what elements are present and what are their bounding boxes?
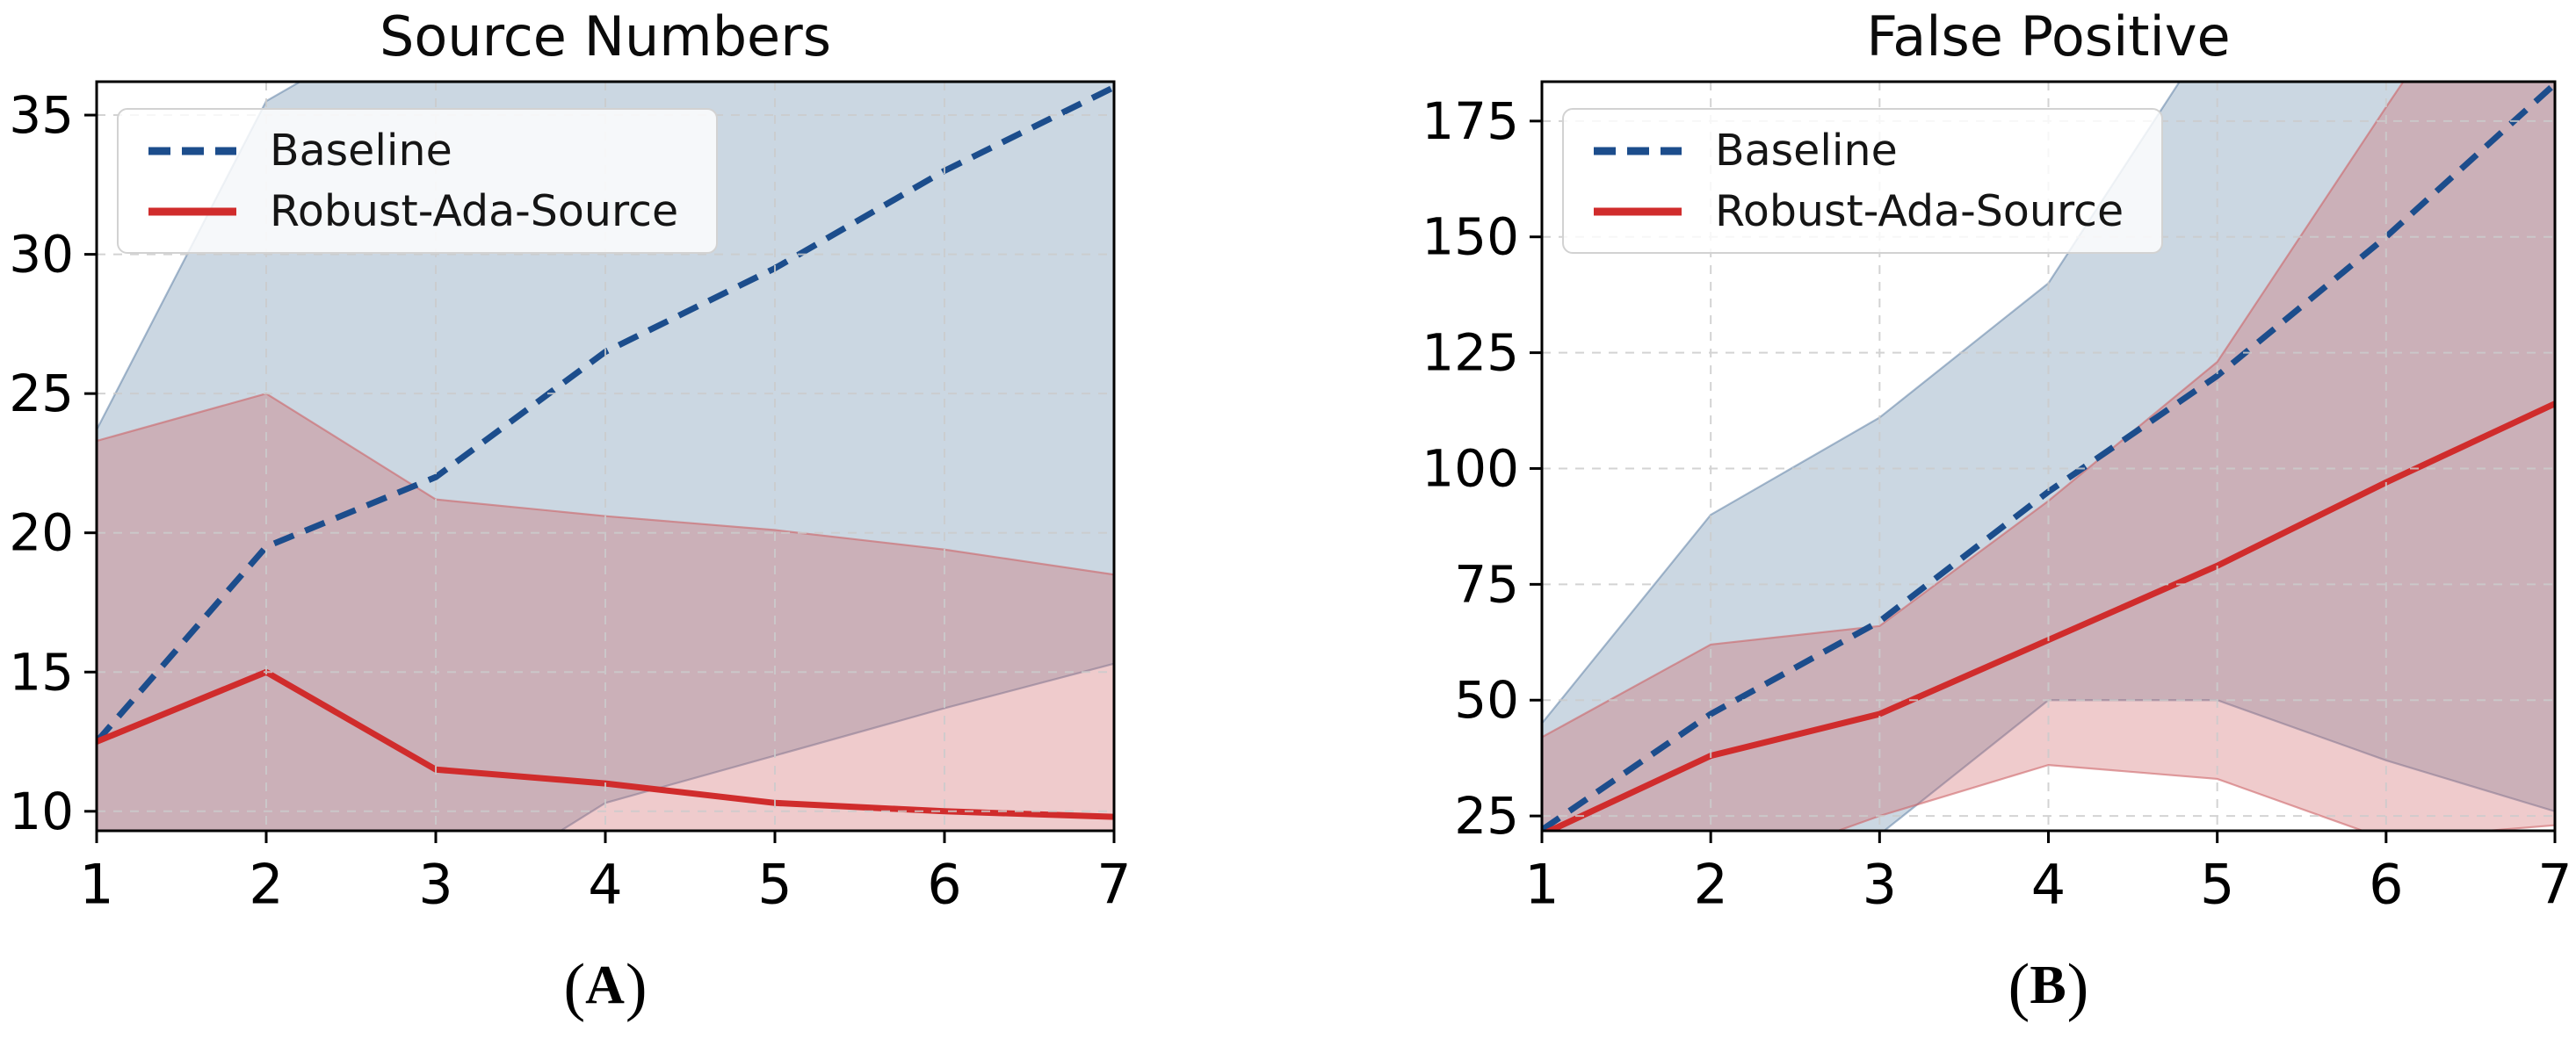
y-tick-label: 20	[9, 503, 74, 563]
caption-b: (B)	[1542, 950, 2555, 1047]
chart-a-title: Source Numbers	[379, 4, 831, 69]
baseline-dashed-line-swatch	[148, 147, 236, 155]
x-tick-label: 6	[927, 852, 961, 916]
plot-area-a: 10 15 20 25 30 35 1 2 3 4 5 6 7	[9, 80, 1132, 916]
robust-solid-line-swatch	[148, 207, 236, 215]
y-tick-label: 100	[1422, 438, 1519, 498]
y-tick-label: 50	[1454, 670, 1519, 730]
y-tick-label: 75	[1454, 554, 1519, 614]
plot-area-b: 25 50 75 100 125 150 175 1 2 3 4 5 6 7	[1422, 80, 2572, 917]
chart-b-title: False Positive	[1866, 4, 2231, 69]
x-tick-label: 1	[79, 852, 113, 916]
caption-b-paren-open: (	[2008, 951, 2030, 1023]
x-tick-label: 7	[1096, 852, 1131, 916]
x-tick-label: 2	[249, 852, 283, 916]
y-tick-label: 25	[9, 364, 74, 423]
y-tick-label: 150	[1422, 207, 1519, 267]
robust-ada-source-band-lower-edge	[1834, 763, 2555, 831]
x-tick-label: 1	[1524, 852, 1559, 916]
legend-a-item-robust: Robust-Ada-Source	[148, 188, 686, 234]
y-tick-label: 15	[9, 642, 74, 702]
x-tick-label: 4	[588, 852, 622, 916]
x-tick-label: 4	[2031, 852, 2066, 916]
y-tick-label: 30	[9, 225, 74, 285]
x-tick-label: 5	[2200, 852, 2234, 916]
caption-b-letter: B	[2030, 955, 2067, 1015]
legend-b: Baseline Robust-Ada-Source	[1562, 108, 2163, 254]
y-tick-label: 25	[1454, 786, 1519, 846]
baseline-line	[1542, 82, 2555, 831]
caption-a-paren-open: (	[563, 951, 586, 1023]
x-tick-label: 3	[418, 852, 452, 916]
x-tick-label: 6	[2369, 852, 2403, 916]
ticks-b: 25 50 75 100 125 150 175 1 2 3 4 5 6 7	[1422, 91, 2572, 917]
legend-a: Baseline Robust-Ada-Source	[117, 108, 718, 254]
legend-a-label-baseline: Baseline	[270, 125, 452, 176]
x-tick-label: 2	[1693, 852, 1727, 916]
caption-a-letter: A	[585, 955, 626, 1015]
y-tick-label: 35	[9, 85, 74, 145]
x-tick-label: 3	[1863, 852, 1897, 916]
baseline-dashed-line-swatch	[1594, 147, 1682, 155]
caption-a-paren-close: )	[625, 951, 648, 1023]
x-tick-label: 7	[2537, 852, 2572, 916]
y-tick-label: 10	[9, 782, 74, 841]
caption-a: (A)	[97, 950, 1114, 1047]
legend-b-item-robust: Robust-Ada-Source	[1594, 188, 2131, 234]
legend-b-label-baseline: Baseline	[1715, 125, 1898, 176]
x-tick-label: 5	[757, 852, 792, 916]
legend-a-item-baseline: Baseline	[148, 127, 686, 174]
y-tick-label: 175	[1422, 91, 1519, 151]
y-tick-label: 125	[1422, 323, 1519, 383]
ticks-a: 10 15 20 25 30 35 1 2 3 4 5 6 7	[9, 85, 1132, 916]
legend-a-label-robust: Robust-Ada-Source	[270, 185, 679, 236]
caption-b-paren-close: )	[2066, 951, 2089, 1023]
legend-b-item-baseline: Baseline	[1594, 127, 2131, 174]
robust-ada-source-confidence-band	[1542, 82, 2555, 831]
robust-solid-line-swatch	[1594, 207, 1682, 215]
legend-b-label-robust: Robust-Ada-Source	[1715, 185, 2124, 236]
